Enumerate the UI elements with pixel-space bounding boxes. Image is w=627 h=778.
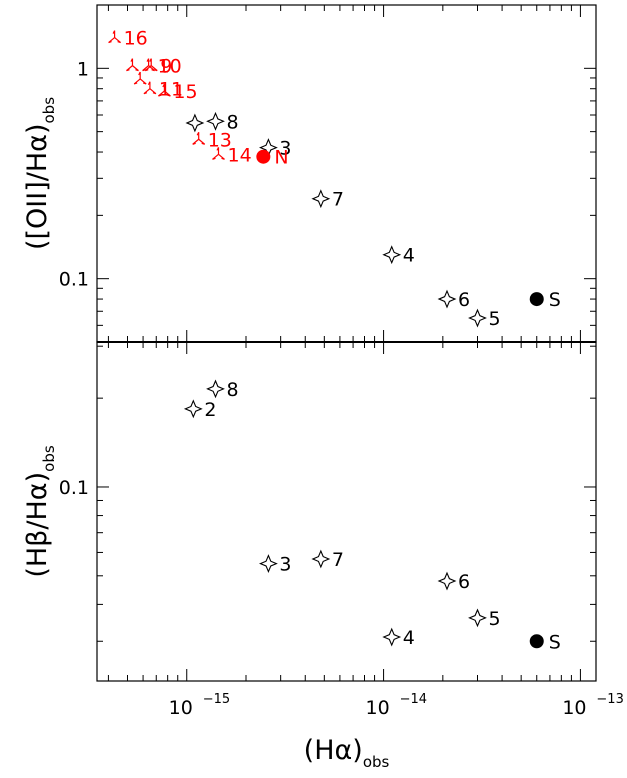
point-label: N bbox=[274, 147, 288, 169]
marker-star-black bbox=[260, 556, 276, 572]
marker-star-black bbox=[208, 113, 224, 129]
point-label: 14 bbox=[228, 144, 252, 166]
marker-star-black bbox=[384, 629, 400, 645]
point-label: 7 bbox=[332, 549, 344, 571]
x-axis-title: (Hα)obs bbox=[304, 735, 390, 771]
point-label: 2 bbox=[204, 399, 216, 421]
x-tick-label-exponent: −15 bbox=[203, 692, 230, 707]
point-label: 9 bbox=[160, 56, 172, 78]
point-label: 6 bbox=[458, 571, 470, 593]
marker-star-black bbox=[384, 247, 400, 263]
point-label: S bbox=[549, 631, 561, 653]
marker-star-black bbox=[439, 291, 455, 307]
point-label: 15 bbox=[173, 81, 197, 103]
marker-star-black bbox=[313, 191, 329, 207]
y-tick-label: 0.1 bbox=[59, 477, 89, 499]
marker-star-black bbox=[185, 401, 201, 417]
y-axis-title: (Hβ/Hα)obs bbox=[22, 445, 58, 578]
point-label: 8 bbox=[227, 379, 239, 401]
marker-tri-red bbox=[109, 31, 121, 43]
marker-circle-red bbox=[256, 150, 270, 164]
x-tick-label: 10 bbox=[365, 697, 389, 719]
marker-tri-red bbox=[143, 59, 155, 71]
bottom-panel-frame bbox=[97, 342, 596, 681]
marker-tri-red bbox=[134, 72, 146, 84]
marker-star-black bbox=[313, 551, 329, 567]
y-tick-label: 0.1 bbox=[59, 269, 89, 291]
point-label: 16 bbox=[124, 28, 148, 50]
x-tick-label-exponent: −14 bbox=[400, 692, 427, 707]
marker-star-black bbox=[469, 310, 485, 326]
point-label: 5 bbox=[488, 608, 500, 630]
point-label: 5 bbox=[488, 308, 500, 330]
y-axis-title: ([OII]/Hα)obs bbox=[22, 97, 58, 250]
marker-star-black bbox=[439, 573, 455, 589]
marker-tri-red bbox=[193, 132, 205, 144]
point-label: S bbox=[549, 289, 561, 311]
x-tick-label: 10 bbox=[562, 697, 586, 719]
data-marks bbox=[109, 31, 544, 649]
marker-star-black bbox=[469, 610, 485, 626]
point-label: 3 bbox=[279, 554, 291, 576]
y-tick-label: 1 bbox=[77, 58, 89, 80]
marker-star-black bbox=[187, 115, 203, 131]
x-tick-label: 10 bbox=[169, 697, 193, 719]
point-label: 4 bbox=[403, 245, 415, 267]
point-label: 6 bbox=[458, 289, 470, 311]
marker-tri-red bbox=[126, 59, 138, 71]
marker-circle-black bbox=[530, 292, 544, 306]
point-label: 7 bbox=[332, 189, 344, 211]
x-tick-label-exponent: −13 bbox=[596, 692, 623, 707]
point-label: 4 bbox=[403, 627, 415, 649]
marker-star-black bbox=[208, 381, 224, 397]
marker-circle-black bbox=[530, 634, 544, 648]
